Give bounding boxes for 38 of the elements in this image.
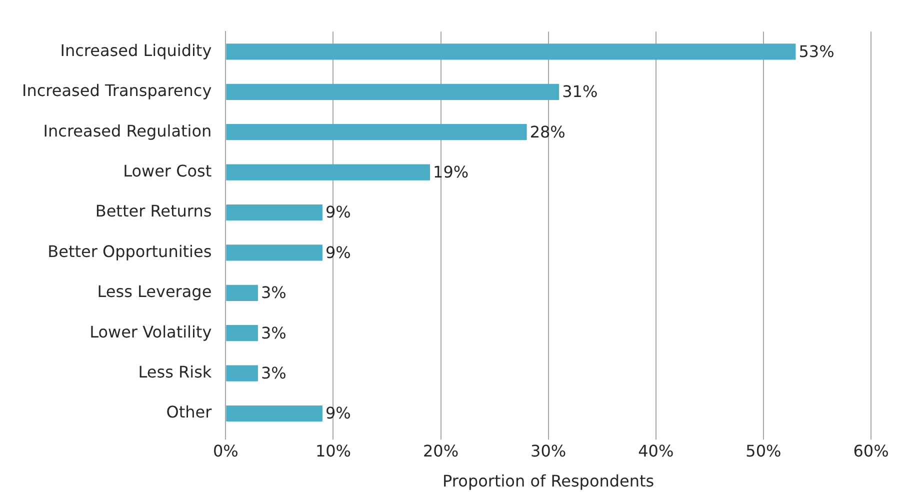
data-label: 3% <box>260 323 286 342</box>
y-tick-label: Better Opportunities <box>48 242 212 261</box>
y-tick-label: Increased Liquidity <box>60 40 212 60</box>
y-tick-label: Increased Regulation <box>43 121 212 140</box>
bar <box>226 164 430 180</box>
x-tick-label: 10% <box>315 441 352 460</box>
y-tick-label: Lower Volatility <box>90 322 212 342</box>
data-label: 19% <box>433 162 469 182</box>
bar <box>226 204 322 221</box>
x-axis-title: Proportion of Respondents <box>442 472 654 491</box>
data-label: 53% <box>798 42 834 61</box>
bar <box>226 325 258 342</box>
x-tick-label: 40% <box>638 441 674 460</box>
data-label: 9% <box>325 242 351 262</box>
bar <box>226 84 560 100</box>
data-label: 9% <box>325 404 351 423</box>
y-tick-label: Better Returns <box>95 202 212 221</box>
data-label: 3% <box>260 363 286 382</box>
bar <box>226 284 258 301</box>
y-tick-label: Other <box>166 402 212 422</box>
data-label: 3% <box>260 283 286 302</box>
x-tick-label: 20% <box>423 441 459 460</box>
data-label: 9% <box>325 202 351 222</box>
x-tick-label: 60% <box>853 441 889 460</box>
bar <box>226 124 527 140</box>
y-tick-label: Increased Transparency <box>22 81 212 100</box>
data-label: 31% <box>562 82 598 102</box>
x-tick-label: 0% <box>212 441 238 460</box>
y-tick-label: Less Risk <box>138 362 212 382</box>
x-tick-label: 50% <box>746 441 782 460</box>
bar <box>226 405 322 422</box>
x-tick-label: 30% <box>530 441 566 460</box>
bar <box>226 44 796 60</box>
y-tick-label: Lower Cost <box>123 161 212 180</box>
bar <box>226 365 258 382</box>
y-tick-label: Less Leverage <box>97 282 212 302</box>
data-label: 28% <box>530 122 566 142</box>
bar <box>226 244 322 261</box>
